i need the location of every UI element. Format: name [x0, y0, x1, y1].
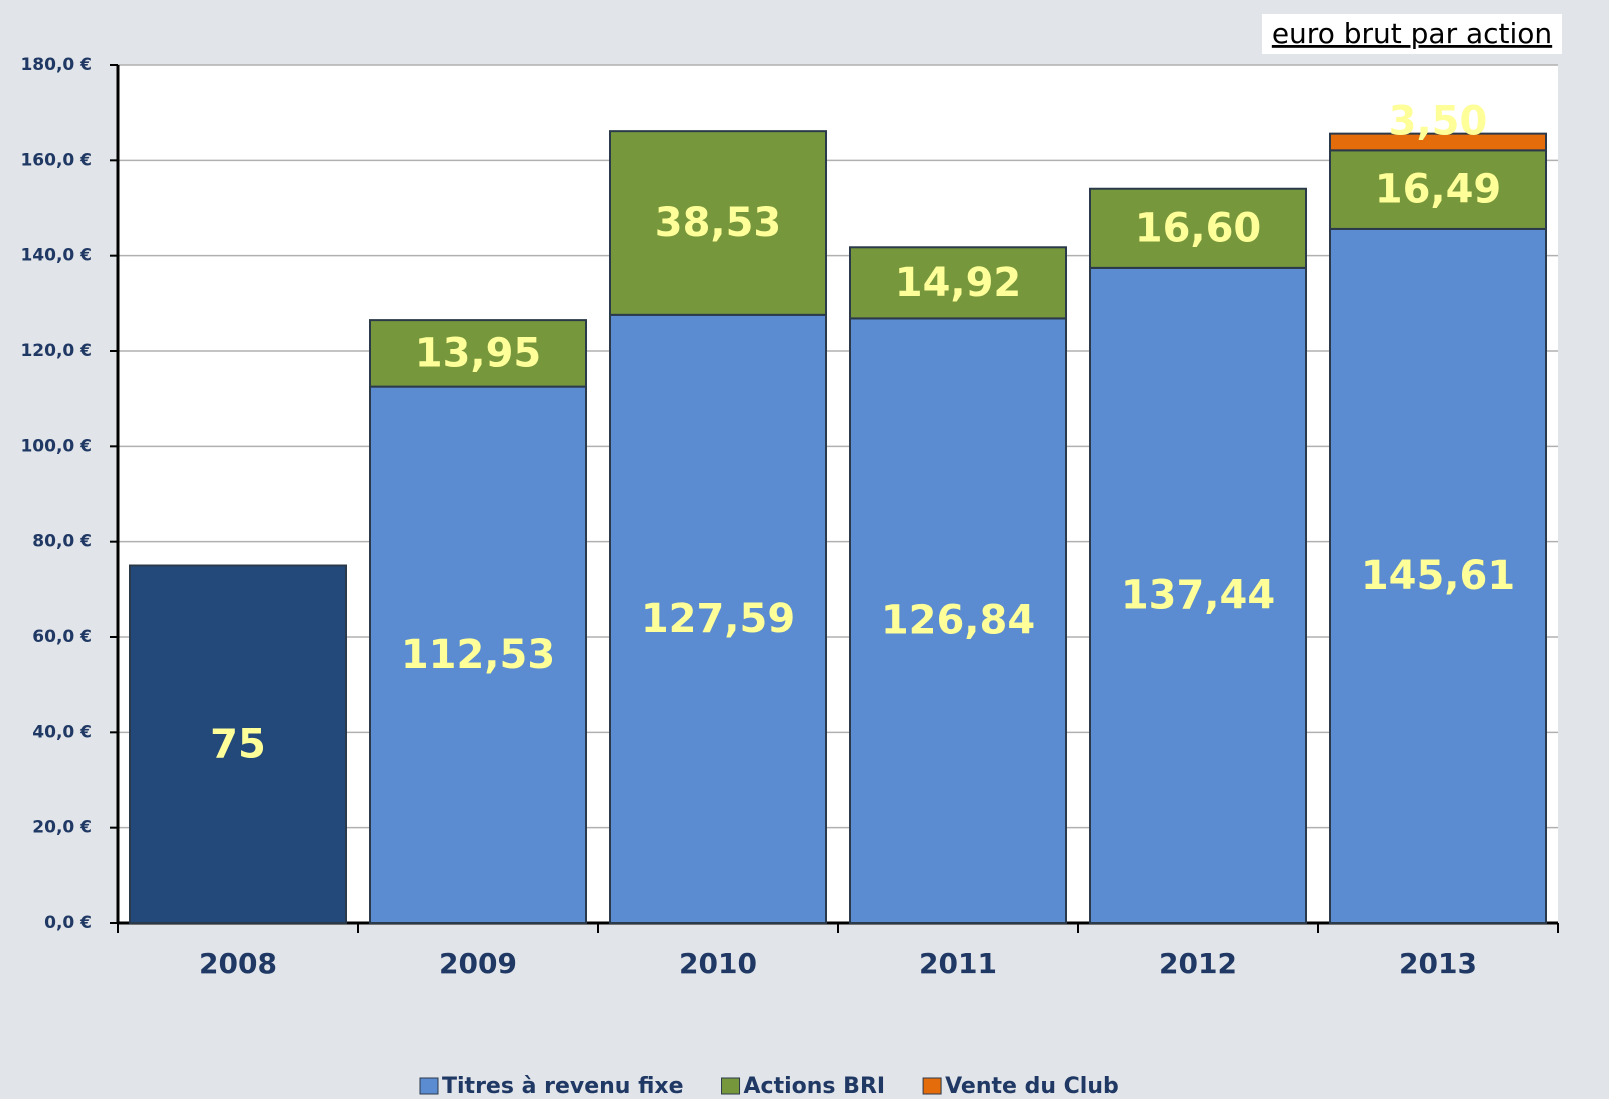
- bar-segment: [369, 319, 587, 388]
- legend-label: Titres à revenu fixe: [442, 1074, 684, 1099]
- y-tick-label: 180,0 €: [20, 55, 92, 75]
- data-label: 13,95: [415, 330, 542, 376]
- bar-segment: [1089, 266, 1307, 924]
- bar-segment: [1329, 149, 1547, 230]
- y-tick-label: 20,0 €: [32, 818, 92, 838]
- data-label: 14,92: [895, 260, 1022, 306]
- y-tick-label: 0,0 €: [44, 913, 92, 933]
- bar-segment: [369, 385, 587, 924]
- y-tick-label: 60,0 €: [32, 627, 92, 647]
- x-tick-label: 2010: [679, 947, 757, 980]
- bar-segment: [1329, 227, 1547, 924]
- data-label: 3,50: [1389, 99, 1488, 145]
- bar-segment: [1089, 187, 1307, 269]
- y-tick-label: 120,0 €: [20, 341, 92, 361]
- x-tick-label: 2008: [199, 947, 277, 980]
- data-label: 16,60: [1135, 205, 1262, 251]
- data-label: 145,61: [1361, 553, 1515, 599]
- data-label: 16,49: [1375, 167, 1502, 213]
- data-label: 127,59: [641, 596, 795, 642]
- x-tick-label: 2011: [919, 947, 997, 980]
- annotation: euro brut par action: [1272, 17, 1552, 50]
- legend-swatch: [721, 1077, 741, 1095]
- y-tick-label: 160,0 €: [20, 150, 92, 170]
- y-tick-label: 80,0 €: [32, 532, 92, 552]
- bar-segment: [609, 313, 827, 925]
- data-label: 75: [210, 721, 266, 767]
- data-label: 112,53: [401, 632, 555, 678]
- x-tick-label: 2009: [439, 947, 517, 980]
- y-tick-label: 40,0 €: [32, 722, 92, 742]
- x-tick-label: 2012: [1159, 947, 1237, 980]
- data-label: 126,84: [881, 598, 1035, 644]
- y-tick-label: 140,0 €: [20, 246, 92, 266]
- data-label: 137,44: [1121, 572, 1275, 618]
- bar-segment: [609, 130, 827, 316]
- bar-segment: [849, 246, 1067, 320]
- bar-segment: [129, 564, 347, 924]
- legend-label: Vente du Club: [945, 1074, 1119, 1099]
- x-tick-label: 2013: [1399, 947, 1477, 980]
- data-label: 38,53: [655, 200, 782, 246]
- legend-label: Actions BRI: [744, 1074, 886, 1099]
- legend-swatch: [419, 1077, 439, 1095]
- plot-area: [118, 65, 1558, 923]
- legend-swatch: [922, 1077, 942, 1095]
- bar-segment: [849, 317, 1067, 924]
- y-tick-label: 100,0 €: [20, 436, 92, 456]
- annotation-box: [1262, 14, 1562, 54]
- bar-segment: [1329, 132, 1547, 152]
